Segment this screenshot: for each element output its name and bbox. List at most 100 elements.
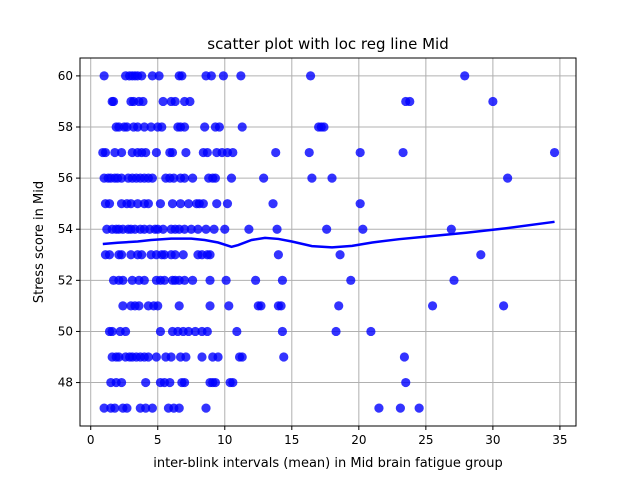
- x-tick-label: 30: [485, 433, 500, 447]
- data-point: [228, 147, 238, 158]
- data-point: [232, 326, 242, 337]
- data-point: [307, 173, 317, 183]
- data-point: [213, 352, 223, 362]
- data-point: [116, 377, 127, 388]
- data-point: [446, 224, 456, 234]
- y-tick-label: 52: [58, 273, 73, 287]
- data-point: [122, 122, 132, 132]
- chart-title: scatter plot with loc reg line Mid: [207, 35, 448, 53]
- data-point: [147, 71, 157, 81]
- data-point: [220, 224, 230, 234]
- data-point: [134, 301, 144, 311]
- data-point: [179, 173, 190, 183]
- x-tick-label: 0: [87, 433, 95, 447]
- data-point: [398, 147, 408, 158]
- data-point: [205, 301, 215, 311]
- data-point: [99, 71, 109, 81]
- data-point: [218, 71, 229, 81]
- axis-ticks: 0 5 10 15 20 25 30 35 48 50 52 54 56 58 60: [58, 69, 568, 447]
- data-point: [170, 96, 180, 107]
- data-point: [181, 352, 191, 362]
- data-point: [137, 250, 147, 260]
- data-point: [214, 122, 225, 132]
- data-point: [139, 122, 149, 132]
- data-point: [476, 250, 486, 260]
- data-point: [104, 250, 115, 260]
- data-point: [188, 275, 198, 285]
- data-point: [209, 224, 219, 234]
- data-point: [127, 275, 137, 285]
- data-point: [222, 199, 233, 209]
- data-point: [414, 403, 424, 413]
- data-point: [236, 71, 246, 81]
- data-point: [154, 71, 164, 81]
- data-point: [202, 147, 212, 158]
- data-point: [197, 352, 207, 362]
- data-point: [138, 96, 148, 107]
- data-point: [244, 224, 254, 234]
- data-point: [159, 275, 170, 285]
- data-point: [327, 173, 337, 183]
- data-point: [116, 173, 127, 183]
- data-point: [268, 199, 278, 209]
- data-point: [499, 301, 509, 311]
- data-point: [205, 275, 215, 285]
- data-point: [116, 147, 127, 158]
- data-point: [210, 173, 220, 183]
- data-point: [395, 403, 405, 413]
- data-point: [122, 403, 132, 413]
- data-point: [174, 301, 184, 311]
- data-point: [224, 301, 234, 311]
- data-point: [179, 122, 190, 132]
- data-point: [114, 352, 124, 362]
- data-point: [202, 326, 212, 337]
- data-point: [133, 122, 143, 132]
- data-point: [277, 326, 288, 337]
- data-point: [305, 71, 316, 81]
- data-point: [139, 275, 149, 285]
- data-point: [165, 377, 175, 388]
- y-tick-label: 56: [58, 171, 73, 185]
- data-point: [401, 377, 411, 388]
- data-point: [169, 173, 179, 183]
- data-point: [179, 377, 190, 388]
- data-point: [133, 199, 143, 209]
- data-point: [147, 403, 157, 413]
- data-point: [153, 301, 163, 311]
- data-point: [118, 301, 128, 311]
- x-tick-label: 10: [217, 433, 232, 447]
- data-point: [183, 199, 194, 209]
- y-axis-label: Stress score in Mid: [32, 181, 47, 303]
- data-point: [110, 147, 120, 158]
- data-point: [374, 403, 384, 413]
- x-tick-label: 20: [351, 433, 366, 447]
- data-point: [201, 224, 211, 234]
- data-point: [198, 199, 208, 209]
- data-point: [167, 199, 178, 209]
- data-point: [549, 147, 560, 158]
- data-point: [334, 301, 344, 311]
- data-point: [167, 147, 178, 158]
- data-point: [170, 250, 180, 260]
- data-point: [256, 301, 266, 311]
- x-tick-label: 15: [284, 433, 299, 447]
- data-point: [147, 173, 157, 183]
- data-point: [212, 199, 222, 209]
- data-point: [126, 250, 136, 260]
- data-point: [186, 224, 196, 234]
- data-point: [116, 250, 127, 260]
- data-point: [405, 96, 415, 107]
- data-point: [449, 275, 459, 285]
- data-point: [226, 173, 237, 183]
- data-point: [201, 403, 211, 413]
- data-point: [228, 377, 238, 388]
- data-point: [188, 173, 198, 183]
- data-point: [143, 199, 153, 209]
- data-point: [503, 173, 513, 183]
- data-point: [179, 275, 190, 285]
- data-point: [276, 301, 286, 311]
- data-point: [460, 71, 470, 81]
- data-point: [179, 224, 190, 234]
